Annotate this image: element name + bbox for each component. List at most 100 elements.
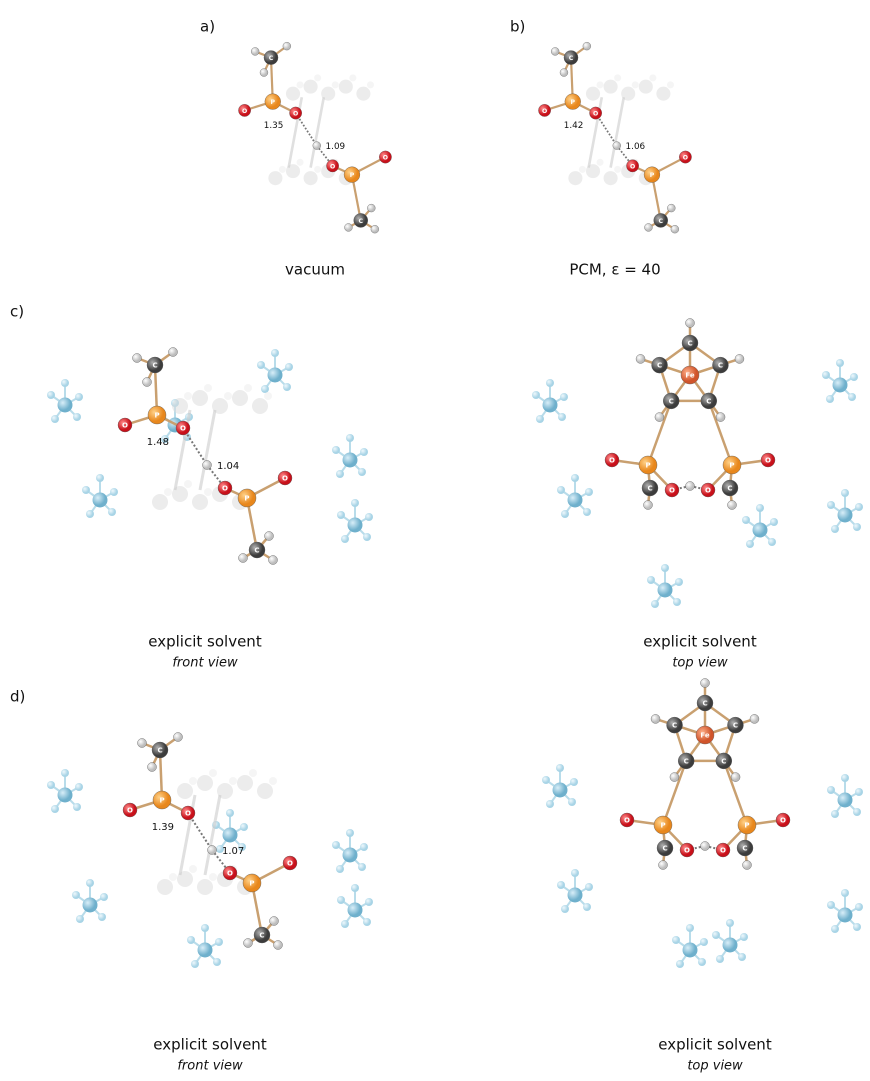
solvent-atom (838, 908, 853, 923)
atom-symbol: P (271, 99, 276, 106)
atom-symbol: O (542, 108, 547, 115)
solvent-atom (827, 501, 835, 509)
atom-symbol: C (662, 845, 667, 853)
ghost-atom (189, 777, 197, 785)
solvent-atom (585, 883, 593, 891)
ghost-atom (597, 81, 604, 88)
solvent-atom (855, 503, 863, 511)
solvent-atom (853, 923, 861, 931)
molecule: CPOOOPOC1.391.07 (123, 733, 297, 950)
atom (644, 223, 652, 231)
solvent-atom (72, 891, 80, 899)
ghost-atom (279, 166, 286, 173)
solvent-molecule (332, 434, 368, 478)
solvent-atom (532, 391, 540, 399)
atom (686, 482, 695, 491)
atom-symbol: C (721, 757, 726, 765)
solvent-atom (553, 783, 568, 798)
solvent-atom (570, 778, 578, 786)
ghost-atom (332, 81, 339, 88)
solvent-atom (742, 516, 750, 524)
solvent-atom (223, 828, 238, 843)
solvent-atom (841, 774, 849, 782)
solvent-molecule (827, 774, 863, 818)
atom-symbol: C (669, 397, 674, 405)
solvent-molecule (337, 499, 373, 543)
molecule: FeCCCCCPPOOCCOO (605, 319, 775, 510)
ghost-atom (614, 166, 621, 173)
solvent-molecule (647, 564, 683, 608)
solvent-atom (712, 931, 720, 939)
atom-symbol: P (249, 880, 254, 888)
atom-symbol: O (765, 457, 771, 465)
ghost-atom (189, 865, 197, 873)
solvent-atom (658, 583, 673, 598)
atom-symbol: O (293, 110, 298, 117)
atom (274, 941, 283, 950)
caption: explicit solvent (148, 633, 262, 651)
ghost-bond (200, 410, 215, 490)
solvent-atom (93, 493, 108, 508)
atom (735, 354, 744, 363)
solvent-atom (568, 493, 583, 508)
atom-symbol: O (287, 860, 293, 868)
solvent-atom (336, 865, 344, 873)
figure: a)b)c)d)CPOOOPOC1.351.09vacuumCPOOOPOC1.… (0, 0, 870, 1077)
solvent-atom (560, 393, 568, 401)
atom-symbol: O (780, 817, 786, 825)
ghost-atom (586, 87, 600, 101)
ghost-atom (229, 777, 237, 785)
solvent-atom (343, 453, 358, 468)
solvent-atom (51, 805, 59, 813)
atom (244, 939, 253, 948)
ghost-atom (314, 166, 321, 173)
solvent-atom (191, 960, 199, 968)
solvent-atom (268, 368, 283, 383)
bond-length: 1.09 (326, 142, 346, 152)
solvent-atom (343, 848, 358, 863)
solvent-atom (215, 938, 223, 946)
solvent-atom (558, 413, 566, 421)
solvent-atom (675, 578, 683, 586)
solvent-atom (838, 793, 853, 808)
ghost-atom (204, 488, 212, 496)
solvent-molecule (72, 879, 108, 923)
ghost-bond (611, 97, 624, 167)
solvent-atom (536, 415, 544, 423)
ghost-atom (237, 775, 253, 791)
solvent-atom (770, 518, 778, 526)
solvent-atom (201, 924, 209, 932)
ghost-atom (667, 81, 674, 88)
solvent-atom (51, 415, 59, 423)
atom-symbol: C (742, 845, 747, 853)
caption: PCM, ε = 40 (569, 261, 660, 279)
solvent-molecule (542, 764, 578, 808)
solvent-molecule (742, 504, 778, 548)
atom-symbol: C (672, 722, 677, 730)
solvent-atom (855, 903, 863, 911)
ghost-atom (264, 392, 272, 400)
atom-symbol: C (658, 218, 663, 225)
ghost-atom (268, 171, 282, 185)
solvent-atom (58, 398, 73, 413)
atom (169, 348, 178, 357)
ghost-atom (304, 80, 318, 94)
bond-length: 1.06 (626, 142, 646, 152)
solvent-molecule (712, 919, 748, 963)
ghost-bond (311, 97, 324, 167)
solvent-atom (61, 379, 69, 387)
ghost-atom (232, 390, 248, 406)
solvent-atom (686, 924, 694, 932)
atom (701, 842, 710, 851)
atom-symbol: O (122, 422, 128, 430)
atom (701, 679, 710, 688)
solvent-atom (240, 823, 248, 831)
solvent-atom (83, 898, 98, 913)
subcaption: front view (177, 1059, 243, 1074)
solvent-atom (583, 508, 591, 516)
atom-symbol: Fe (685, 372, 694, 380)
atom (174, 733, 183, 742)
ghost-atom (169, 873, 177, 881)
atom-symbol: O (227, 870, 233, 878)
